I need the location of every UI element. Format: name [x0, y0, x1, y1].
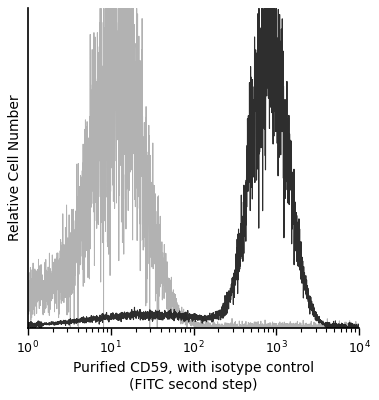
Y-axis label: Relative Cell Number: Relative Cell Number: [8, 95, 22, 241]
X-axis label: Purified CD59, with isotype control
(FITC second step): Purified CD59, with isotype control (FIT…: [73, 362, 314, 392]
